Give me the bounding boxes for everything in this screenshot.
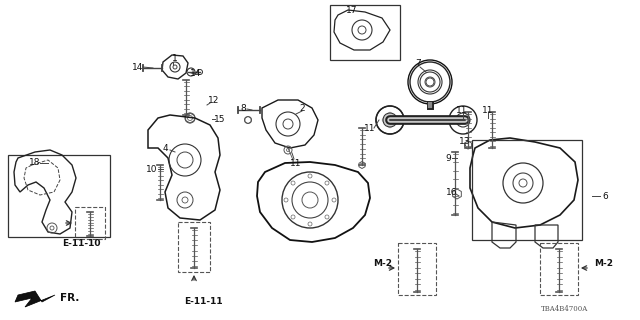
Text: 17: 17 (346, 5, 358, 14)
Text: TBA4B4700A: TBA4B4700A (541, 305, 589, 313)
Text: 6: 6 (602, 191, 608, 201)
Text: 1: 1 (172, 53, 178, 62)
Text: 14: 14 (190, 68, 202, 77)
Text: 11: 11 (456, 106, 468, 115)
Text: 8: 8 (240, 103, 246, 113)
Bar (178, 222, 210, 272)
Bar (540, 243, 578, 295)
Text: 14: 14 (132, 62, 144, 71)
Text: 11: 11 (364, 124, 376, 132)
Bar (472, 140, 582, 240)
Text: 15: 15 (214, 115, 226, 124)
Text: 16: 16 (446, 188, 458, 196)
Polygon shape (15, 291, 55, 307)
Text: 2: 2 (299, 103, 305, 113)
Text: E-11-10: E-11-10 (62, 238, 100, 247)
Bar (398, 243, 436, 295)
Text: 4: 4 (162, 143, 168, 153)
Bar (75, 207, 105, 239)
Text: 11: 11 (483, 106, 493, 115)
Text: 12: 12 (208, 95, 220, 105)
Text: E-11-11: E-11-11 (184, 298, 222, 307)
Text: M-2: M-2 (594, 260, 613, 268)
Text: FR.: FR. (60, 293, 79, 303)
Text: M-2: M-2 (373, 260, 392, 268)
Text: 7: 7 (415, 59, 421, 68)
Text: 10: 10 (147, 164, 157, 173)
Bar (8, 155, 110, 237)
Polygon shape (382, 112, 398, 128)
Text: 11: 11 (291, 158, 301, 167)
Bar (330, 5, 400, 60)
Text: 9: 9 (445, 154, 451, 163)
Text: 18: 18 (29, 157, 41, 166)
Text: 13: 13 (460, 137, 471, 146)
